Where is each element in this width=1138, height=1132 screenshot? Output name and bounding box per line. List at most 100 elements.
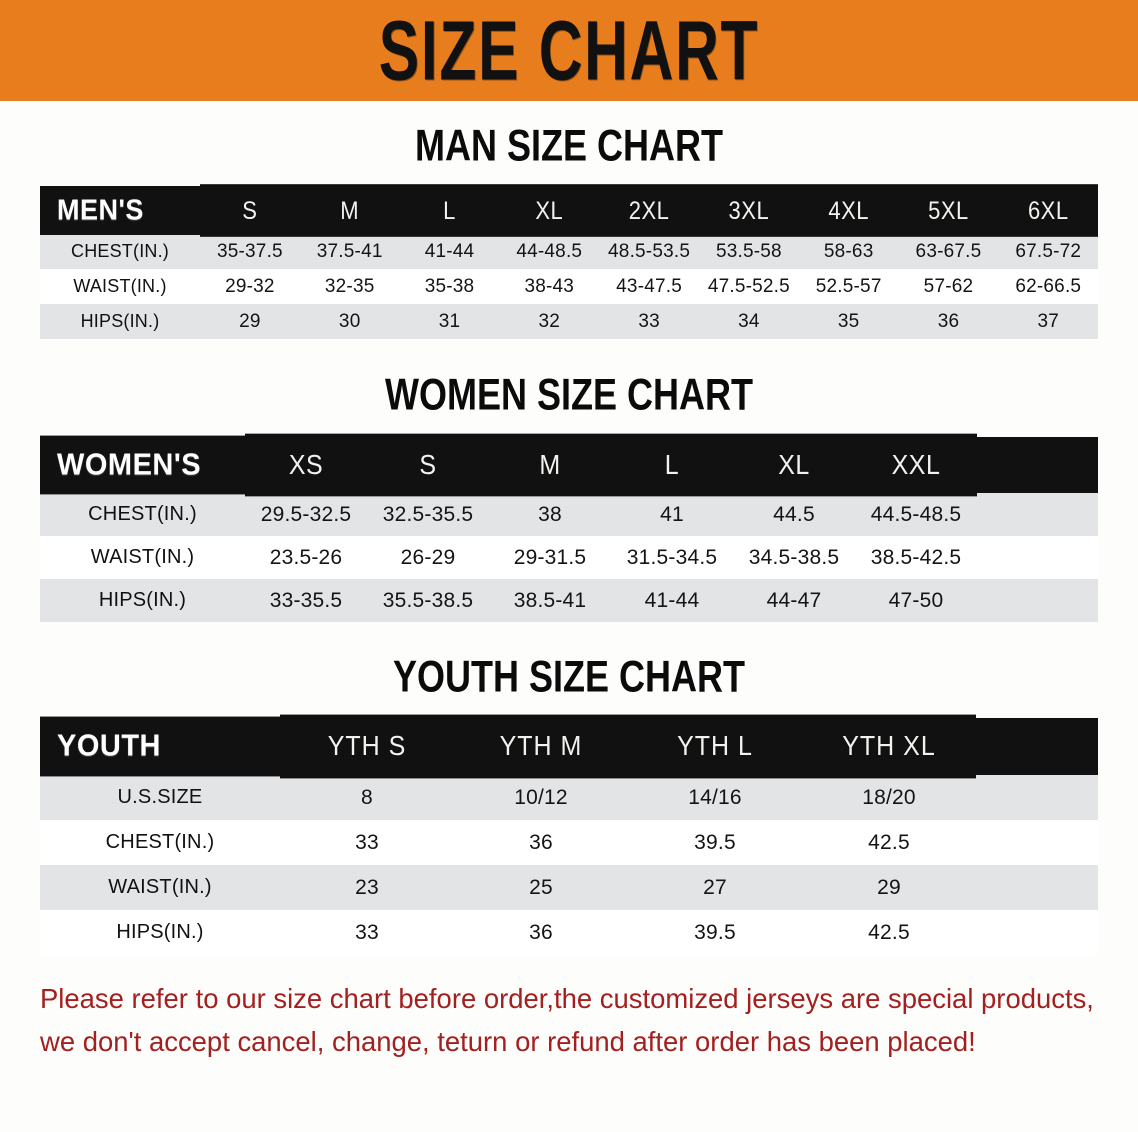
man-hips-1: 30 [299, 304, 400, 339]
table-row: WAIST(IN.) 23.5-26 26-29 29-31.5 31.5-34… [40, 536, 1098, 579]
women-size-table: WOMEN'S XS S M L XL XXL CHEST(IN.) 29.5-… [40, 433, 1098, 622]
women-size-col-2: M [489, 433, 611, 497]
women-chest-1: 32.5-35.5 [367, 493, 489, 536]
women-waist-1: 26-29 [367, 536, 489, 579]
man-size-col-4: 2XL [599, 184, 699, 237]
man-size-col-2: L [399, 184, 500, 237]
youth-chest-3: 42.5 [802, 820, 976, 865]
man-size-table: MEN'S S M L XL 2XL 3XL 4XL 5XL 6XL CHEST… [40, 184, 1099, 339]
man-size-col-7: 5XL [898, 184, 999, 237]
man-table-header-row: MEN'S S M L XL 2XL 3XL 4XL 5XL 6XL [40, 184, 1099, 237]
women-row-label-chest: CHEST(IN.) [40, 493, 245, 536]
man-hips-7: 36 [898, 304, 999, 339]
page-title: SIZE CHART [378, 3, 760, 98]
women-table-wrap: WOMEN'S XS S M L XL XXL CHEST(IN.) 29.5-… [0, 433, 1138, 622]
youth-chest-2: 39.5 [628, 820, 802, 865]
man-row-label-hips: HIPS(IN.) [40, 304, 200, 339]
order-policy-note-line-2: we don't accept cancel, change, teturn o… [40, 1026, 976, 1057]
page-banner: SIZE CHART [0, 0, 1138, 101]
women-waist-4: 34.5-38.5 [733, 536, 855, 579]
women-waist-5: 38.5-42.5 [855, 536, 977, 579]
man-waist-0: 29-32 [200, 269, 300, 304]
youth-size-col-2: YTH L [628, 714, 802, 779]
women-section-title: WOMEN SIZE CHART [385, 370, 753, 420]
man-hips-0: 29 [200, 304, 300, 339]
man-hips-6: 35 [798, 304, 899, 339]
youth-row-spacer [976, 910, 1098, 955]
man-chest-5: 53.5-58 [698, 234, 799, 269]
youth-row-label-waist: WAIST(IN.) [40, 865, 280, 910]
youth-waist-1: 25 [454, 865, 628, 910]
table-row: CHEST(IN.) 33 36 39.5 42.5 [40, 820, 1098, 865]
table-row: CHEST(IN.) 29.5-32.5 32.5-35.5 38 41 44.… [40, 493, 1098, 536]
table-row: CHEST(IN.) 35-37.5 37.5-41 41-44 44-48.5… [40, 234, 1099, 269]
women-header-label: WOMEN'S [40, 435, 245, 495]
man-waist-2: 35-38 [399, 269, 500, 304]
man-size-col-8: 6XL [998, 184, 1099, 237]
women-size-col-5: XXL [855, 433, 977, 497]
women-chest-5: 44.5-48.5 [855, 493, 977, 536]
women-hips-5: 47-50 [855, 579, 977, 622]
youth-size-col-1: YTH M [454, 714, 628, 779]
table-row: WAIST(IN.) 23 25 27 29 [40, 865, 1098, 910]
order-policy-note: Please refer to our size chart before or… [40, 977, 1094, 1063]
women-waist-0: 23.5-26 [245, 536, 367, 579]
table-row: U.S.SIZE 8 10/12 14/16 18/20 [40, 775, 1098, 820]
man-chest-1: 37.5-41 [299, 234, 400, 269]
man-section-title: MAN SIZE CHART [415, 121, 723, 171]
youth-table-header-row: YOUTH YTH S YTH M YTH L YTH XL [40, 714, 1098, 779]
youth-hips-0: 33 [280, 910, 454, 955]
women-size-col-4: XL [733, 433, 855, 497]
man-waist-1: 32-35 [299, 269, 400, 304]
youth-size-col-0: YTH S [280, 714, 454, 779]
women-hips-4: 44-47 [733, 579, 855, 622]
man-waist-5: 47.5-52.5 [698, 269, 799, 304]
youth-ussize-2: 14/16 [628, 775, 802, 820]
man-hips-2: 31 [399, 304, 500, 339]
man-waist-4: 43-47.5 [599, 269, 699, 304]
women-row-spacer [977, 536, 1098, 579]
man-row-label-waist: WAIST(IN.) [40, 269, 200, 304]
youth-row-label-hips: HIPS(IN.) [40, 910, 280, 955]
youth-header-spacer [976, 718, 1098, 775]
man-chest-6: 58-63 [798, 234, 899, 269]
youth-waist-0: 23 [280, 865, 454, 910]
table-row: WAIST(IN.) 29-32 32-35 35-38 38-43 43-47… [40, 269, 1099, 304]
women-chest-3: 41 [611, 493, 733, 536]
man-header-label: MEN'S [40, 185, 200, 236]
youth-waist-2: 27 [628, 865, 802, 910]
man-waist-3: 38-43 [499, 269, 600, 304]
youth-size-col-3: YTH XL [802, 714, 976, 779]
man-size-col-0: S [200, 184, 300, 237]
women-hips-0: 33-35.5 [245, 579, 367, 622]
youth-row-label-chest: CHEST(IN.) [40, 820, 280, 865]
youth-waist-3: 29 [802, 865, 976, 910]
man-chest-8: 67.5-72 [998, 234, 1099, 269]
youth-header-label: YOUTH [40, 716, 280, 777]
youth-hips-2: 39.5 [628, 910, 802, 955]
women-waist-3: 31.5-34.5 [611, 536, 733, 579]
man-size-col-1: M [299, 184, 400, 237]
women-waist-2: 29-31.5 [489, 536, 611, 579]
youth-ussize-1: 10/12 [454, 775, 628, 820]
man-chest-2: 41-44 [399, 234, 500, 269]
women-size-col-1: S [367, 433, 489, 497]
women-chest-0: 29.5-32.5 [245, 493, 367, 536]
youth-row-label-ussize: U.S.SIZE [40, 775, 280, 820]
order-policy-note-line-1: Please refer to our size chart before or… [40, 983, 1094, 1014]
man-hips-5: 34 [698, 304, 799, 339]
women-header-spacer [977, 437, 1098, 493]
women-size-col-3: L [611, 433, 733, 497]
man-row-label-chest: CHEST(IN.) [40, 234, 200, 269]
youth-table-wrap: YOUTH YTH S YTH M YTH L YTH XL U.S.SIZE … [0, 714, 1138, 955]
women-row-spacer [977, 579, 1098, 622]
youth-row-spacer [976, 820, 1098, 865]
youth-size-table: YOUTH YTH S YTH M YTH L YTH XL U.S.SIZE … [40, 714, 1098, 955]
man-hips-3: 32 [499, 304, 600, 339]
women-row-label-hips: HIPS(IN.) [40, 579, 245, 622]
women-size-col-0: XS [245, 433, 367, 497]
youth-chest-0: 33 [280, 820, 454, 865]
man-waist-6: 52.5-57 [798, 269, 899, 304]
youth-section-title: YOUTH SIZE CHART [392, 652, 746, 702]
man-table-wrap: MEN'S S M L XL 2XL 3XL 4XL 5XL 6XL CHEST… [0, 184, 1138, 339]
